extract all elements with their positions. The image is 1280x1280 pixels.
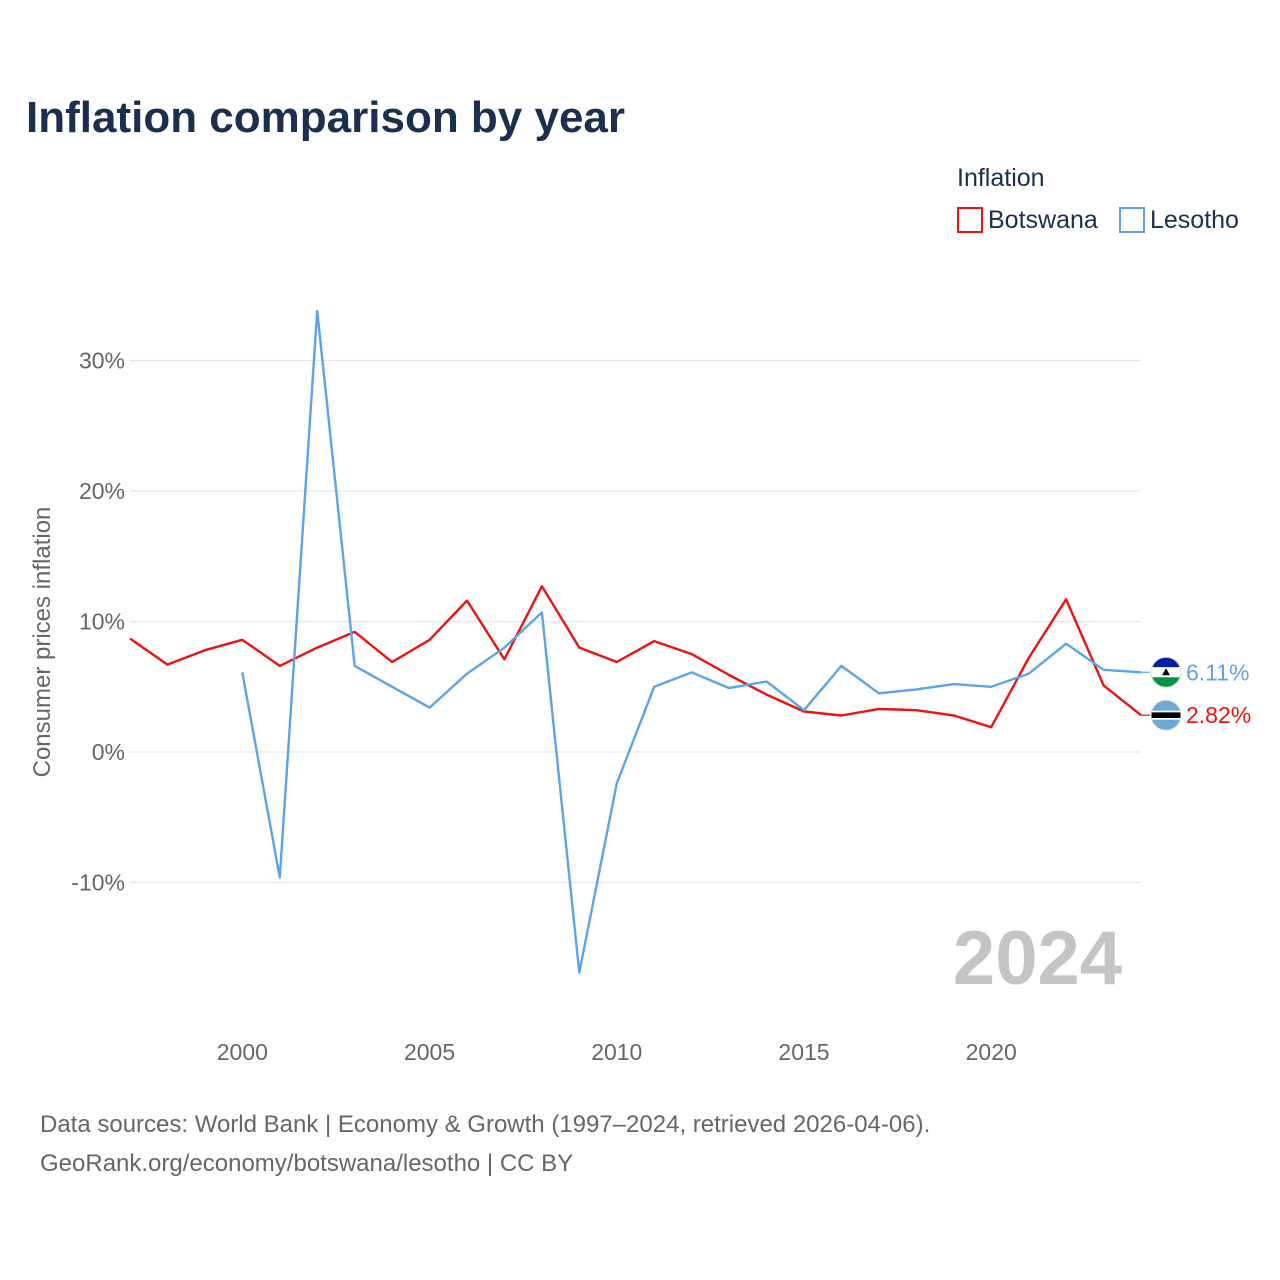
x-tick-label: 2015 [778, 1039, 829, 1065]
botswana-flag-icon [1150, 699, 1182, 731]
legend-item-botswana[interactable]: Botswana [957, 206, 1098, 234]
gridlines [130, 359, 1141, 884]
end-markers: 6.11% 2.82% [1141, 656, 1251, 731]
y-tick-label: 10% [79, 609, 125, 635]
source-line-1: Data sources: World Bank | Economy & Gro… [40, 1111, 930, 1138]
y-axis-ticks: 30% 20% 10% 0% -10% [71, 348, 125, 896]
series-line-lesotho[interactable] [241, 309, 1142, 974]
x-axis-ticks: 2000 2005 2010 2015 2020 [217, 1039, 1017, 1065]
y-tick-label: -10% [71, 870, 125, 896]
chart-title: Inflation comparison by year [26, 93, 625, 142]
y-axis-label: Consumer prices inflation [29, 507, 56, 778]
x-tick-label: 2000 [217, 1039, 268, 1065]
source-line-2: GeoRank.org/economy/botswana/lesotho | C… [40, 1150, 573, 1177]
y-tick-label: 0% [92, 739, 125, 765]
y-tick-label: 20% [79, 478, 125, 504]
legend-title: Inflation [957, 164, 1045, 192]
legend: Inflation Botswana Lesotho [957, 164, 1239, 234]
lesotho-flag-icon [1150, 656, 1182, 688]
y-tick-label: 30% [79, 348, 125, 374]
legend-item-lesotho[interactable]: Lesotho [1119, 206, 1239, 234]
series-line-botswana[interactable] [129, 585, 1142, 729]
series-lines [129, 309, 1142, 974]
legend-label-botswana: Botswana [988, 206, 1098, 234]
x-tick-label: 2020 [966, 1039, 1017, 1065]
legend-swatch-botswana [957, 207, 983, 233]
x-tick-label: 2010 [591, 1039, 642, 1065]
year-watermark: 2024 [953, 916, 1122, 1001]
legend-label-lesotho: Lesotho [1150, 206, 1239, 234]
legend-swatch-lesotho [1119, 207, 1145, 233]
x-tick-label: 2005 [404, 1039, 455, 1065]
end-label-botswana: 2.82% [1186, 702, 1251, 728]
end-label-lesotho: 6.11% [1186, 659, 1250, 685]
